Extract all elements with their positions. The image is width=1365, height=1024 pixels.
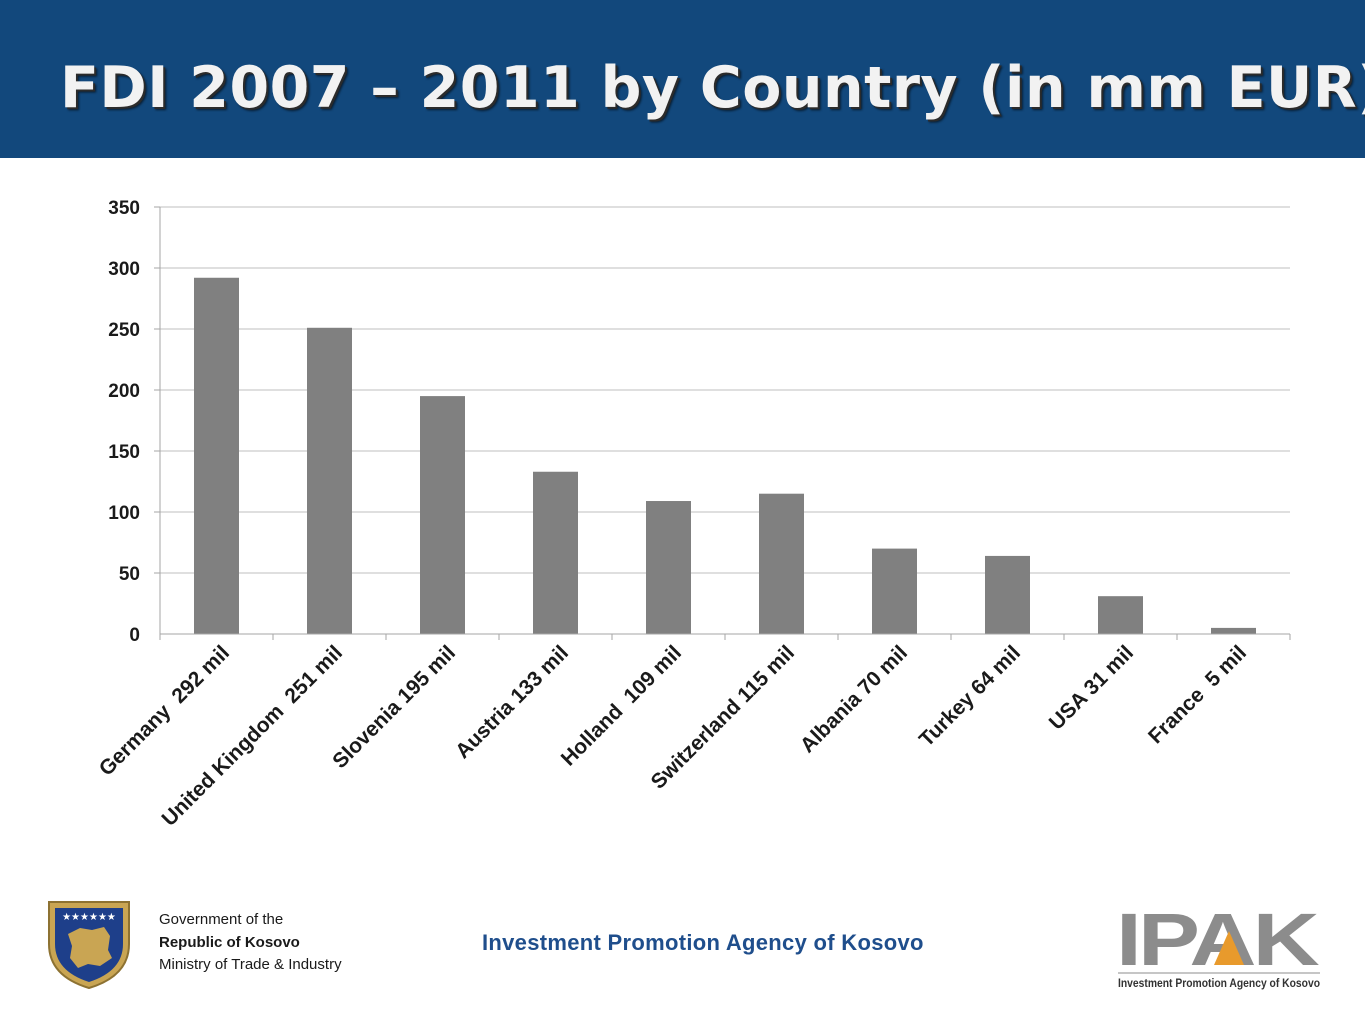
y-tick-label: 150 <box>108 442 140 463</box>
x-category-label: Slovenia 195 mil <box>328 641 460 773</box>
x-category-label: Holland 109 mil <box>557 641 686 770</box>
government-credit: Government of the Republic of Kosovo Min… <box>159 909 342 977</box>
gov-line-2: Republic of Kosovo <box>159 933 300 951</box>
bar-4 <box>533 471 578 634</box>
page-title: FDI 2007 – 2011 by Country (in mm EUR) <box>60 55 1365 121</box>
bar-10 <box>1211 627 1256 634</box>
slide-header: FDI 2007 – 2011 by Country (in mm EUR) <box>0 0 1365 158</box>
bar-2 <box>307 327 352 634</box>
agency-name: Investment Promotion Agency of Kosovo <box>482 930 924 955</box>
y-tick-label: 50 <box>119 564 140 585</box>
bar-9 <box>1098 596 1143 634</box>
x-category-label: United Kingdom 251 mil <box>158 641 348 831</box>
ipak-logo: IPAK Investment Promotion Agency of Koso… <box>1116 903 1322 990</box>
ipak-logo-wordmark: IPAK <box>1116 903 1319 981</box>
bar-7 <box>872 548 917 634</box>
x-category-label: USA 31 mil <box>1045 641 1138 734</box>
y-tick-label: 200 <box>108 381 140 402</box>
bar-1 <box>194 277 239 634</box>
ipak-logo-accent <box>1214 931 1244 965</box>
y-tick-label: 300 <box>108 259 140 280</box>
x-category-label: Turkey 64 mil <box>915 641 1025 751</box>
bar-6 <box>759 493 804 634</box>
x-category-label: Austria 133 mil <box>451 641 573 763</box>
bars <box>194 277 1256 634</box>
kosovo-coat-of-arms-icon: ★★★★★★ <box>48 901 130 990</box>
y-tick-label: 100 <box>108 503 140 524</box>
axes <box>154 206 1291 640</box>
ipak-logo-subtext: Investment Promotion Agency of Kosovo <box>1118 976 1320 990</box>
bar-5 <box>646 501 691 634</box>
bar-8 <box>985 555 1030 634</box>
svg-text:★★★★★★: ★★★★★★ <box>62 912 116 923</box>
y-tick-label: 350 <box>108 198 140 219</box>
gov-line-3: Ministry of Trade & Industry <box>159 956 342 973</box>
gov-line-1: Government of the <box>159 911 284 928</box>
bar-3 <box>420 396 465 634</box>
x-category-label: Albania 70 mil <box>796 641 912 757</box>
y-tick-label: 0 <box>129 625 140 646</box>
x-category-label: France 5 mil <box>1144 641 1251 748</box>
y-tick-label: 250 <box>108 320 140 341</box>
